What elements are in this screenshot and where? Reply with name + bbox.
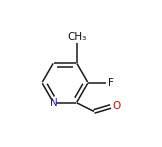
Text: F: F — [109, 78, 114, 88]
Text: CH₃: CH₃ — [67, 32, 86, 42]
Text: N: N — [50, 98, 57, 108]
Text: O: O — [113, 101, 121, 111]
